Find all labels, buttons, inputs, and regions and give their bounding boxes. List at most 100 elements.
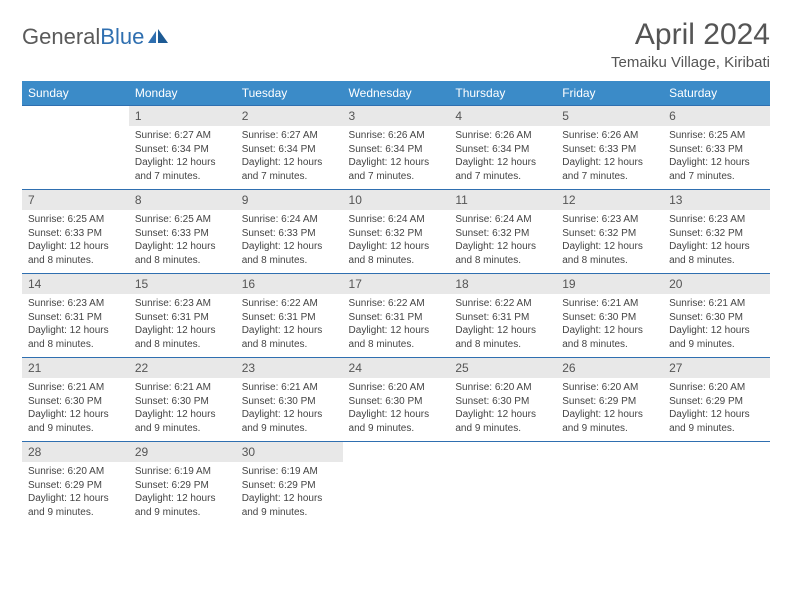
- sunrise-text: Sunrise: 6:20 AM: [562, 381, 657, 395]
- dow-sunday: Sunday: [22, 81, 129, 106]
- sunrise-text: Sunrise: 6:26 AM: [562, 129, 657, 143]
- sunrise-text: Sunrise: 6:22 AM: [242, 297, 337, 311]
- daylight-text: Daylight: 12 hours and 7 minutes.: [562, 156, 657, 183]
- day-number: 23: [236, 358, 343, 378]
- daylight-text: Daylight: 12 hours and 9 minutes.: [28, 408, 123, 435]
- dow-wednesday: Wednesday: [343, 81, 450, 106]
- day-details: Sunrise: 6:22 AMSunset: 6:31 PMDaylight:…: [449, 294, 556, 357]
- sunset-text: Sunset: 6:33 PM: [28, 227, 123, 241]
- sunset-text: Sunset: 6:34 PM: [242, 143, 337, 157]
- calendar-cell: 25Sunrise: 6:20 AMSunset: 6:30 PMDayligh…: [449, 358, 556, 442]
- dow-monday: Monday: [129, 81, 236, 106]
- sunrise-text: Sunrise: 6:22 AM: [455, 297, 550, 311]
- day-details: Sunrise: 6:24 AMSunset: 6:32 PMDaylight:…: [449, 210, 556, 273]
- sunset-text: Sunset: 6:30 PM: [669, 311, 764, 325]
- sunset-text: Sunset: 6:29 PM: [562, 395, 657, 409]
- day-details: [663, 448, 770, 506]
- sunrise-text: Sunrise: 6:24 AM: [242, 213, 337, 227]
- daylight-text: Daylight: 12 hours and 8 minutes.: [28, 324, 123, 351]
- sunset-text: Sunset: 6:29 PM: [669, 395, 764, 409]
- daylight-text: Daylight: 12 hours and 7 minutes.: [135, 156, 230, 183]
- daylight-text: Daylight: 12 hours and 9 minutes.: [669, 408, 764, 435]
- day-details: Sunrise: 6:24 AMSunset: 6:32 PMDaylight:…: [343, 210, 450, 273]
- sunset-text: Sunset: 6:30 PM: [349, 395, 444, 409]
- day-number: 11: [449, 190, 556, 210]
- sunset-text: Sunset: 6:32 PM: [349, 227, 444, 241]
- day-details: Sunrise: 6:23 AMSunset: 6:32 PMDaylight:…: [556, 210, 663, 273]
- daylight-text: Daylight: 12 hours and 8 minutes.: [455, 240, 550, 267]
- day-number: 30: [236, 442, 343, 462]
- daylight-text: Daylight: 12 hours and 9 minutes.: [242, 492, 337, 519]
- sunset-text: Sunset: 6:33 PM: [242, 227, 337, 241]
- day-number: 10: [343, 190, 450, 210]
- day-details: Sunrise: 6:21 AMSunset: 6:30 PMDaylight:…: [663, 294, 770, 357]
- location: Temaiku Village, Kiribati: [611, 54, 770, 71]
- calendar-cell: 7Sunrise: 6:25 AMSunset: 6:33 PMDaylight…: [22, 190, 129, 274]
- title-block: April 2024 Temaiku Village, Kiribati: [611, 18, 770, 71]
- daylight-text: Daylight: 12 hours and 8 minutes.: [562, 324, 657, 351]
- calendar-cell: 4 Sunrise: 6:26 AMSunset: 6:34 PMDaylight…: [449, 106, 556, 190]
- calendar-cell: 10Sunrise: 6:24 AMSunset: 6:32 PMDayligh…: [343, 190, 450, 274]
- daylight-text: Daylight: 12 hours and 9 minutes.: [562, 408, 657, 435]
- calendar-cell: [663, 442, 770, 526]
- day-number: 25: [449, 358, 556, 378]
- sunset-text: Sunset: 6:31 PM: [135, 311, 230, 325]
- daylight-text: Daylight: 12 hours and 7 minutes.: [455, 156, 550, 183]
- sunset-text: Sunset: 6:31 PM: [28, 311, 123, 325]
- day-number: 13: [663, 190, 770, 210]
- day-details: [556, 448, 663, 506]
- sunrise-text: Sunrise: 6:24 AM: [349, 213, 444, 227]
- day-number: 8: [129, 190, 236, 210]
- daylight-text: Daylight: 12 hours and 8 minutes.: [242, 324, 337, 351]
- day-number: 19: [556, 274, 663, 294]
- day-details: Sunrise: 6:27 AMSunset: 6:34 PMDaylight:…: [129, 126, 236, 189]
- sunrise-text: Sunrise: 6:21 AM: [669, 297, 764, 311]
- sunset-text: Sunset: 6:34 PM: [455, 143, 550, 157]
- sunrise-text: Sunrise: 6:26 AM: [455, 129, 550, 143]
- calendar-cell: 16Sunrise: 6:22 AMSunset: 6:31 PMDayligh…: [236, 274, 343, 358]
- day-number: 21: [22, 358, 129, 378]
- sunset-text: Sunset: 6:33 PM: [669, 143, 764, 157]
- calendar-table: Sunday Monday Tuesday Wednesday Thursday…: [22, 81, 770, 525]
- calendar-cell: [449, 442, 556, 526]
- day-number: 20: [663, 274, 770, 294]
- day-details: Sunrise: 6:26 AMSunset: 6:33 PMDaylight:…: [556, 126, 663, 189]
- sunrise-text: Sunrise: 6:23 AM: [562, 213, 657, 227]
- day-details: Sunrise: 6:25 AMSunset: 6:33 PMDaylight:…: [663, 126, 770, 189]
- sunset-text: Sunset: 6:31 PM: [242, 311, 337, 325]
- daylight-text: Daylight: 12 hours and 7 minutes.: [242, 156, 337, 183]
- day-number: 2: [236, 106, 343, 126]
- daylight-text: Daylight: 12 hours and 9 minutes.: [135, 492, 230, 519]
- daylight-text: Daylight: 12 hours and 8 minutes.: [135, 240, 230, 267]
- calendar-week: 28Sunrise: 6:20 AMSunset: 6:29 PMDayligh…: [22, 442, 770, 526]
- calendar-cell: 8Sunrise: 6:25 AMSunset: 6:33 PMDaylight…: [129, 190, 236, 274]
- day-number: 5: [556, 106, 663, 126]
- sunrise-text: Sunrise: 6:21 AM: [135, 381, 230, 395]
- day-number: 15: [129, 274, 236, 294]
- sunrise-text: Sunrise: 6:23 AM: [135, 297, 230, 311]
- daylight-text: Daylight: 12 hours and 7 minutes.: [669, 156, 764, 183]
- day-number: 29: [129, 442, 236, 462]
- day-number: 4: [449, 106, 556, 126]
- dow-friday: Friday: [556, 81, 663, 106]
- sunrise-text: Sunrise: 6:25 AM: [135, 213, 230, 227]
- sunrise-text: Sunrise: 6:23 AM: [28, 297, 123, 311]
- day-number: 26: [556, 358, 663, 378]
- calendar-cell: 1Sunrise: 6:27 AMSunset: 6:34 PMDaylight…: [129, 106, 236, 190]
- day-number: 22: [129, 358, 236, 378]
- sunrise-text: Sunrise: 6:20 AM: [455, 381, 550, 395]
- calendar-cell: 26 Sunrise: 6:20 AMSunset: 6:29 PMDayligh…: [556, 358, 663, 442]
- daylight-text: Daylight: 12 hours and 9 minutes.: [455, 408, 550, 435]
- calendar-cell: 23Sunrise: 6:21 AMSunset: 6:30 PMDayligh…: [236, 358, 343, 442]
- day-details: Sunrise: 6:25 AMSunset: 6:33 PMDaylight:…: [22, 210, 129, 273]
- sunset-text: Sunset: 6:29 PM: [135, 479, 230, 493]
- calendar-cell: 2Sunrise: 6:27 AMSunset: 6:34 PMDaylight…: [236, 106, 343, 190]
- sunrise-text: Sunrise: 6:26 AM: [349, 129, 444, 143]
- calendar-cell: 27Sunrise: 6:20 AMSunset: 6:29 PMDayligh…: [663, 358, 770, 442]
- daylight-text: Daylight: 12 hours and 9 minutes.: [135, 408, 230, 435]
- sunset-text: Sunset: 6:30 PM: [242, 395, 337, 409]
- daylight-text: Daylight: 12 hours and 8 minutes.: [562, 240, 657, 267]
- day-details: Sunrise: 6:23 AMSunset: 6:31 PMDaylight:…: [129, 294, 236, 357]
- sunset-text: Sunset: 6:30 PM: [135, 395, 230, 409]
- calendar-cell: 3Sunrise: 6:26 AMSunset: 6:34 PMDaylight…: [343, 106, 450, 190]
